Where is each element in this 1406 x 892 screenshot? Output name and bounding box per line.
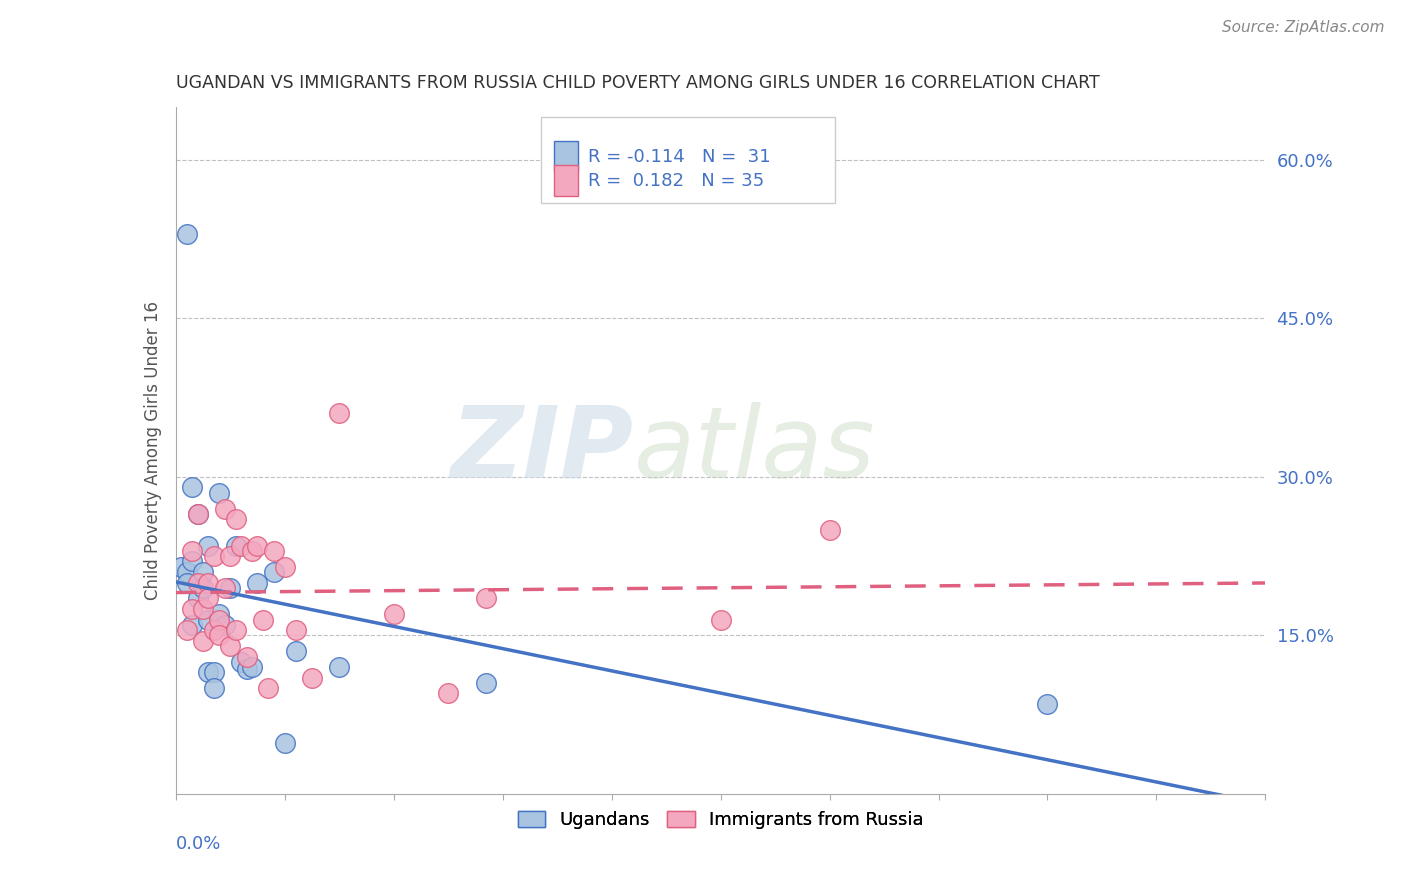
Point <box>197 539 219 553</box>
Point <box>191 565 214 579</box>
Point <box>284 644 307 658</box>
Point <box>235 649 257 664</box>
Point <box>475 591 498 606</box>
Point <box>252 613 274 627</box>
Point <box>176 575 198 590</box>
Point <box>208 628 231 642</box>
Point <box>284 623 307 637</box>
Point <box>214 501 236 516</box>
Point <box>1036 697 1059 711</box>
FancyBboxPatch shape <box>541 118 835 203</box>
Point <box>197 665 219 680</box>
Point <box>191 633 214 648</box>
Point <box>176 623 198 637</box>
Text: Source: ZipAtlas.com: Source: ZipAtlas.com <box>1222 20 1385 35</box>
Point <box>328 407 350 421</box>
Legend: Ugandans, Immigrants from Russia: Ugandans, Immigrants from Russia <box>510 804 931 837</box>
Point <box>301 671 323 685</box>
Point <box>231 539 253 553</box>
Point <box>219 581 242 595</box>
Point <box>191 581 214 595</box>
Point <box>219 549 242 563</box>
Point <box>191 602 214 616</box>
Point <box>181 554 204 568</box>
Point <box>475 676 498 690</box>
Text: ZIP: ZIP <box>450 402 633 499</box>
Bar <box>554 141 578 172</box>
Point <box>214 581 236 595</box>
Point <box>240 660 263 674</box>
Point <box>240 544 263 558</box>
Point <box>181 617 204 632</box>
Text: 0.0%: 0.0% <box>176 835 221 853</box>
Point <box>225 623 247 637</box>
Bar <box>554 165 578 196</box>
Point <box>208 607 231 622</box>
Point <box>263 565 285 579</box>
Point <box>202 681 225 696</box>
Point <box>197 613 219 627</box>
Point <box>186 575 209 590</box>
Point <box>257 681 280 696</box>
Point <box>328 660 350 674</box>
Point <box>197 591 219 606</box>
Point <box>235 662 257 676</box>
Point <box>219 639 242 653</box>
Point <box>246 575 269 590</box>
Point <box>186 591 209 606</box>
Point <box>186 507 209 521</box>
Point <box>208 485 231 500</box>
Point <box>170 559 193 574</box>
Point <box>274 559 297 574</box>
Point <box>382 607 405 622</box>
Point <box>208 613 231 627</box>
Point <box>202 549 225 563</box>
Point <box>202 623 225 637</box>
Point <box>710 613 733 627</box>
Text: atlas: atlas <box>633 402 875 499</box>
Point <box>818 523 841 537</box>
Point <box>225 512 247 526</box>
Y-axis label: Child Poverty Among Girls Under 16: Child Poverty Among Girls Under 16 <box>143 301 162 600</box>
Point <box>176 227 198 241</box>
Point <box>437 686 460 700</box>
Point <box>231 655 253 669</box>
Point <box>263 544 285 558</box>
Point <box>186 507 209 521</box>
Point <box>225 539 247 553</box>
Point <box>181 480 204 494</box>
Point <box>176 565 198 579</box>
Text: R = -0.114   N =  31: R = -0.114 N = 31 <box>588 148 770 166</box>
Point <box>214 617 236 632</box>
Point <box>197 575 219 590</box>
Text: UGANDAN VS IMMIGRANTS FROM RUSSIA CHILD POVERTY AMONG GIRLS UNDER 16 CORRELATION: UGANDAN VS IMMIGRANTS FROM RUSSIA CHILD … <box>176 74 1099 92</box>
Text: R =  0.182   N = 35: R = 0.182 N = 35 <box>588 171 763 189</box>
Point <box>202 665 225 680</box>
Point <box>246 539 269 553</box>
Point <box>274 736 297 750</box>
Point <box>181 544 204 558</box>
Point <box>181 602 204 616</box>
